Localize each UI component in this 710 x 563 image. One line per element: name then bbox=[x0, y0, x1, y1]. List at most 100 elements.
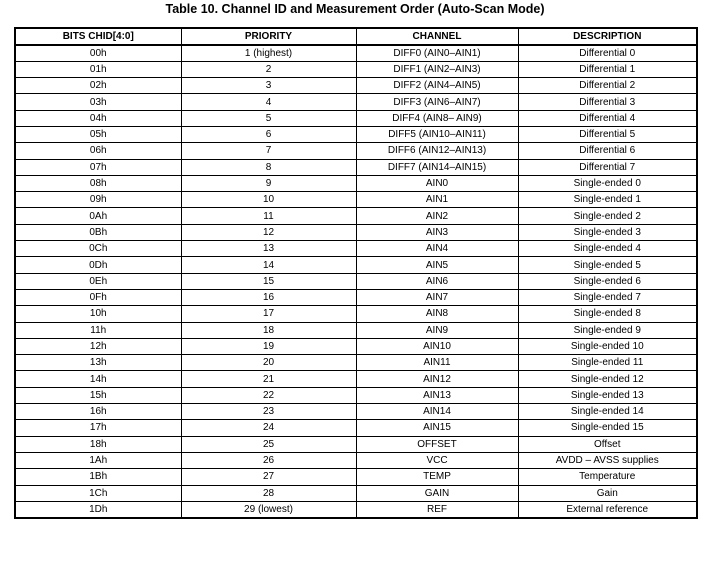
table-cell: DIFF6 (AIN12–AIN13) bbox=[355, 142, 519, 160]
table-cell: 15h bbox=[14, 386, 182, 405]
table-cell: 15 bbox=[180, 272, 357, 290]
table-cell: 13h bbox=[14, 354, 182, 372]
table-cell: 25 bbox=[180, 435, 357, 453]
table-cell: Single-ended 2 bbox=[517, 207, 698, 225]
table-cell: 4 bbox=[180, 93, 357, 111]
column-header-priority: PRIORITY bbox=[180, 27, 357, 46]
table-cell: 27 bbox=[180, 468, 357, 486]
table-cell: Single-ended 15 bbox=[517, 419, 698, 437]
table-row: 15h 22 AIN13 Single-ended 13 bbox=[14, 386, 698, 405]
table-row: 0Bh 12 AIN3 Single-ended 3 bbox=[14, 223, 698, 242]
table-row: 03h 4 DIFF3 (AIN6–AIN7) Differential 3 bbox=[14, 93, 698, 111]
table-cell: 10 bbox=[180, 191, 357, 209]
table-row: 02h 3 DIFF2 (AIN4–AIN5) Differential 2 bbox=[14, 77, 698, 95]
table-cell: 0Eh bbox=[14, 272, 182, 290]
table-cell: VCC bbox=[355, 451, 519, 470]
table-cell: Differential 2 bbox=[517, 77, 698, 95]
table-cell: DIFF3 (AIN6–AIN7) bbox=[355, 93, 519, 111]
table-cell: Single-ended 9 bbox=[517, 321, 698, 339]
table-cell: Single-ended 4 bbox=[517, 240, 698, 258]
column-header-channel: CHANNEL bbox=[355, 27, 519, 46]
table-cell: 13 bbox=[180, 240, 357, 258]
table-cell: 08h bbox=[14, 174, 182, 193]
table-cell: 24 bbox=[180, 419, 357, 437]
table-row: 00h 1 (highest) DIFF0 (AIN0–AIN1) Different… bbox=[14, 44, 698, 62]
table-cell: 18 bbox=[180, 321, 357, 339]
table-row: 08h 9 AIN0 Single-ended 0 bbox=[14, 174, 698, 193]
table-cell: 04h bbox=[14, 109, 182, 127]
table-row: 0Ah 11 AIN2 Single-ended 2 bbox=[14, 207, 698, 225]
table-cell: Single-ended 8 bbox=[517, 305, 698, 323]
table-cell: AIN1 bbox=[355, 191, 519, 209]
table-cell: AVDD – AVSS supplies bbox=[517, 451, 698, 470]
table-row: 17h 24 AIN15 Single-ended 15 bbox=[14, 419, 698, 437]
table-cell: DIFF4 (AIN8– AIN9) bbox=[355, 109, 519, 127]
table-cell: 1Dh bbox=[14, 500, 182, 519]
table-cell: AIN2 bbox=[355, 207, 519, 225]
table-cell: 16 bbox=[180, 288, 357, 307]
table-row: 09h 10 AIN1 Single-ended 1 bbox=[14, 191, 698, 209]
table-cell: 1Bh bbox=[14, 468, 182, 486]
table-cell: 17 bbox=[180, 305, 357, 323]
table-cell: 21 bbox=[180, 370, 357, 388]
table-cell: 2 bbox=[180, 60, 357, 79]
table-cell: AIN12 bbox=[355, 370, 519, 388]
table-cell: Single-ended 3 bbox=[517, 223, 698, 242]
table-header: BITS CHID[4:0] PRIORITY CHANNEL DESCRIPT… bbox=[14, 27, 698, 46]
table-row: 11h 18 AIN9 Single-ended 9 bbox=[14, 321, 698, 339]
table-cell: REF bbox=[355, 500, 519, 519]
table-cell: 8 bbox=[180, 158, 357, 176]
table-row: 01h 2 DIFF1 (AIN2–AIN3) Differential 1 bbox=[14, 60, 698, 79]
table-cell: OFFSET bbox=[355, 435, 519, 453]
table-cell: 00h bbox=[14, 44, 182, 62]
table-cell: AIN13 bbox=[355, 386, 519, 405]
table-cell: DIFF2 (AIN4–AIN5) bbox=[355, 77, 519, 95]
table-cell: 7 bbox=[180, 142, 357, 160]
table-caption: Table 10. Channel ID and Measurement Ord… bbox=[165, 2, 545, 16]
table-cell: 11 bbox=[180, 207, 357, 225]
table-cell: AIN15 bbox=[355, 419, 519, 437]
table-cell: DIFF7 (AIN14–AIN15) bbox=[355, 158, 519, 176]
table-cell: Differential 3 bbox=[517, 93, 698, 111]
table-cell: Single-ended 1 bbox=[517, 191, 698, 209]
column-header-bits-chid: BITS CHID[4:0] bbox=[14, 27, 182, 46]
table-cell: 12 bbox=[180, 223, 357, 242]
table-cell: AIN9 bbox=[355, 321, 519, 339]
table-cell: AIN10 bbox=[355, 337, 519, 356]
table-cell: AIN8 bbox=[355, 305, 519, 323]
table-cell: Single-ended 12 bbox=[517, 370, 698, 388]
table-cell: 10h bbox=[14, 305, 182, 323]
table-cell: 0Fh bbox=[14, 288, 182, 307]
table-cell: 14h bbox=[14, 370, 182, 388]
table-cell: 1Ch bbox=[14, 484, 182, 502]
table-cell: 12h bbox=[14, 337, 182, 356]
table-cell: 0Bh bbox=[14, 223, 182, 242]
table-cell: Differential 0 bbox=[517, 44, 698, 62]
table-cell: 05h bbox=[14, 125, 182, 144]
table-cell: 01h bbox=[14, 60, 182, 79]
table-row: 16h 23 AIN14 Single-ended 14 bbox=[14, 403, 698, 421]
table-body: 00h 1 (highest) DIFF0 (AIN0–AIN1) Different… bbox=[14, 44, 698, 519]
table-row: 04h 5 DIFF4 (AIN8– AIN9) Differential 4 bbox=[14, 109, 698, 127]
table-cell: Single-ended 5 bbox=[517, 256, 698, 274]
table-cell: Differential 6 bbox=[517, 142, 698, 160]
table-cell: 20 bbox=[180, 354, 357, 372]
table-cell: Single-ended 11 bbox=[517, 354, 698, 372]
table-row: 10h 17 AIN8 Single-ended 8 bbox=[14, 305, 698, 323]
table-cell: 0Ch bbox=[14, 240, 182, 258]
table-row: 07h 8 DIFF7 (AIN14–AIN15) Differential 7 bbox=[14, 158, 698, 176]
table-row: 0Ch 13 AIN4 Single-ended 4 bbox=[14, 240, 698, 258]
table-row: 13h 20 AIN11 Single-ended 11 bbox=[14, 354, 698, 372]
table-cell: 22 bbox=[180, 386, 357, 405]
table-cell: 3 bbox=[180, 77, 357, 95]
table-cell: 6 bbox=[180, 125, 357, 144]
table-cell: AIN3 bbox=[355, 223, 519, 242]
table-cell: 09h bbox=[14, 191, 182, 209]
table-cell: 14 bbox=[180, 256, 357, 274]
table-cell: 1Ah bbox=[14, 451, 182, 470]
table-cell: 07h bbox=[14, 158, 182, 176]
table-row: 18h 25 OFFSET Offset bbox=[14, 435, 698, 453]
table-cell: 5 bbox=[180, 109, 357, 127]
table-cell: 9 bbox=[180, 174, 357, 193]
table-cell: Temperature bbox=[517, 468, 698, 486]
